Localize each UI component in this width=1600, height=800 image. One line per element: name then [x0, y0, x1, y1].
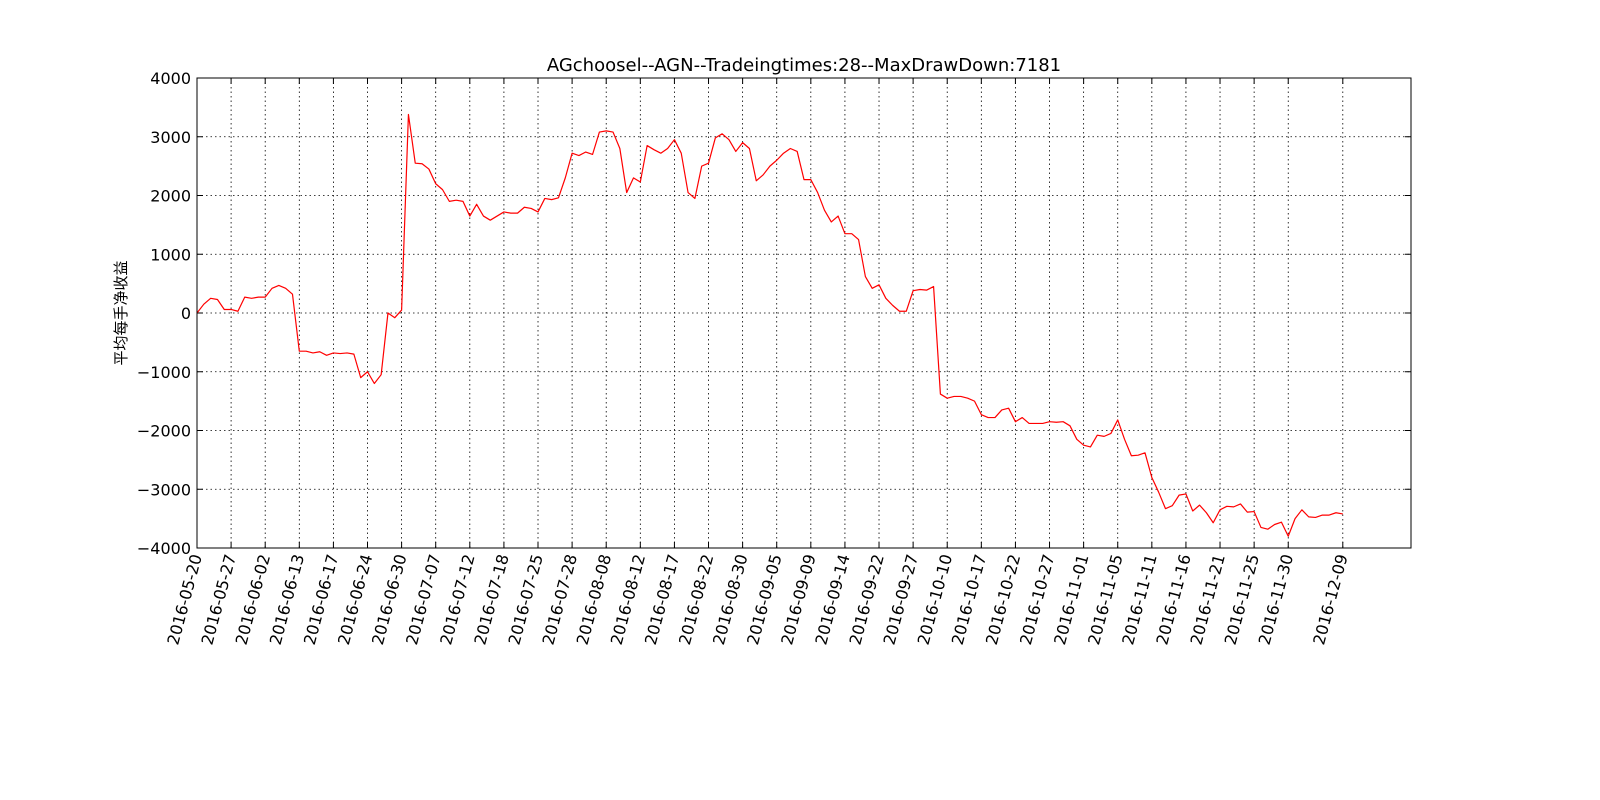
- y-tick-label: 2000: [150, 187, 191, 206]
- y-tick-label: 0: [181, 304, 191, 323]
- y-tick-label: 3000: [150, 128, 191, 147]
- y-tick-label: −4000: [137, 539, 191, 558]
- plot-frame: [196, 77, 1412, 549]
- y-tick-label: −2000: [137, 422, 191, 441]
- y-tick-label: 4000: [150, 69, 191, 88]
- data-line: [196, 113, 1343, 537]
- x-tick-label: 2016-12-09: [1309, 552, 1351, 647]
- y-axis-label: 平均每手净收益: [112, 260, 130, 365]
- y-tick-label: −3000: [137, 480, 191, 499]
- y-tick-label: −1000: [137, 363, 191, 382]
- y-tick-label: 1000: [150, 245, 191, 264]
- x-tick-label: 2016-11-30: [1255, 552, 1297, 647]
- chart-title: AGchoosel--AGN--Tradeingtimes:28--MaxDra…: [547, 55, 1061, 76]
